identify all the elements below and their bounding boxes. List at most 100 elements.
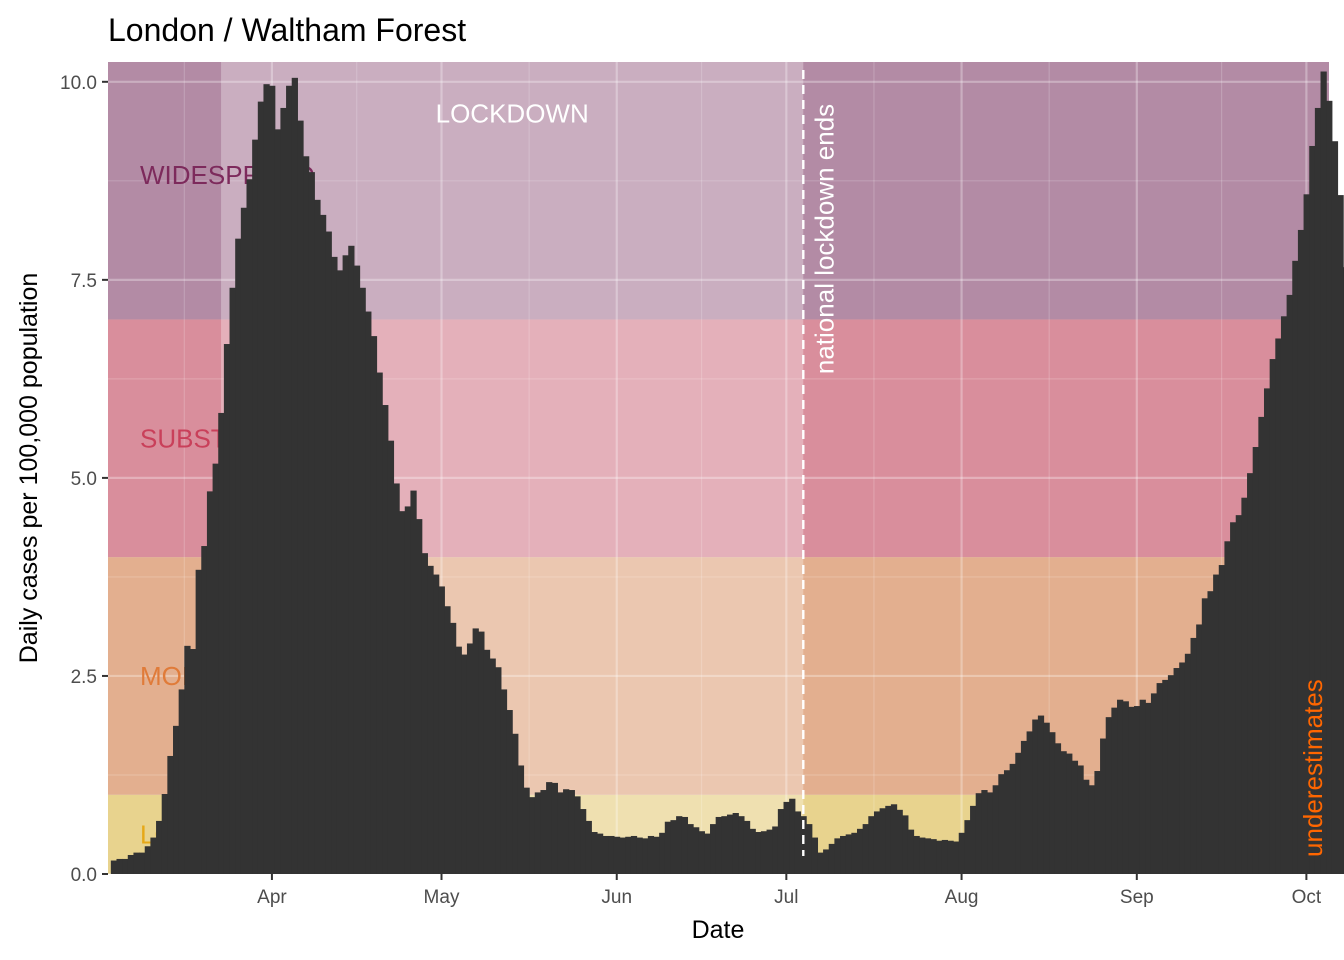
- bar: [195, 569, 202, 874]
- bar: [755, 832, 762, 874]
- bar: [529, 797, 536, 874]
- y-tick-label: 0.0: [71, 865, 97, 886]
- bar: [1156, 683, 1163, 874]
- bar: [449, 622, 457, 874]
- bar: [201, 546, 208, 874]
- bar: [896, 809, 903, 874]
- bar: [184, 645, 191, 874]
- bar: [551, 782, 558, 874]
- bar: [1326, 100, 1333, 874]
- bar: [410, 490, 417, 874]
- bar: [1303, 194, 1310, 875]
- bar: [981, 790, 988, 874]
- bar: [1207, 591, 1214, 874]
- bar: [868, 816, 875, 874]
- bar: [664, 821, 672, 874]
- bar: [144, 846, 151, 874]
- bar: [845, 834, 852, 874]
- bar: [156, 820, 163, 874]
- x-tick-label: Jun: [601, 887, 632, 908]
- bar: [885, 805, 892, 874]
- bar: [433, 574, 440, 874]
- bar: [1297, 229, 1305, 874]
- bar: [472, 628, 479, 874]
- bar: [613, 836, 621, 874]
- bar: [280, 107, 287, 874]
- bar: [698, 831, 705, 874]
- lockdown-label: LOCKDOWN: [436, 98, 589, 128]
- bar: [331, 256, 338, 874]
- bar: [1337, 195, 1344, 875]
- x-axis: Apr May Jun Jul Aug Sep Oct: [257, 874, 1322, 908]
- bar: [602, 835, 609, 874]
- bar: [150, 837, 157, 874]
- bar: [879, 808, 886, 874]
- bar: [297, 120, 304, 875]
- bar: [336, 270, 344, 875]
- bar: [670, 820, 677, 874]
- bar: [1213, 574, 1220, 874]
- x-tick-label: Oct: [1292, 887, 1322, 908]
- bar: [212, 463, 219, 874]
- bar: [1162, 679, 1169, 874]
- bar: [546, 782, 553, 874]
- bar: [947, 840, 954, 874]
- bar: [1003, 770, 1011, 874]
- bar: [760, 831, 768, 874]
- bar: [517, 765, 525, 874]
- bar: [1145, 702, 1152, 874]
- bar: [308, 172, 315, 874]
- bar: [319, 214, 327, 874]
- bar: [263, 84, 270, 875]
- bar: [1077, 765, 1084, 874]
- x-tick-label: Apr: [257, 887, 287, 908]
- bar: [743, 820, 751, 874]
- bar: [348, 245, 355, 875]
- bar: [1224, 541, 1231, 874]
- bar: [1241, 497, 1248, 874]
- bar: [252, 139, 259, 874]
- bar: [489, 658, 496, 874]
- bar: [585, 820, 592, 874]
- y-axis-title: Daily cases per 100,000 population: [15, 273, 43, 664]
- bar: [1275, 338, 1282, 875]
- bar: [1196, 624, 1203, 874]
- bar: [800, 816, 807, 874]
- bar: [269, 85, 276, 874]
- bar: [1292, 260, 1299, 875]
- bar: [1105, 717, 1112, 874]
- bar: [919, 837, 926, 874]
- x-tick-label: Jul: [774, 887, 798, 908]
- bar: [1167, 675, 1175, 874]
- bar: [647, 835, 655, 874]
- bar: [930, 839, 937, 874]
- bar: [987, 792, 994, 874]
- bar: [902, 815, 909, 874]
- bar: [1263, 388, 1271, 874]
- bar: [817, 852, 824, 874]
- bar: [1314, 107, 1322, 874]
- bar: [580, 809, 587, 874]
- bar: [1117, 699, 1124, 874]
- bar: [890, 804, 898, 874]
- bar: [687, 824, 694, 874]
- bar: [500, 689, 508, 874]
- bar: [710, 824, 717, 874]
- bar: [325, 231, 332, 874]
- bar: [478, 631, 485, 874]
- bar: [1286, 294, 1293, 874]
- bar: [568, 790, 575, 874]
- bar: [1258, 416, 1265, 874]
- bar: [1235, 515, 1242, 874]
- bar: [1184, 653, 1192, 874]
- bar: [314, 199, 321, 875]
- bar: [811, 837, 819, 874]
- lockdown-end-label: national lockdown ends: [809, 104, 839, 374]
- bar: [619, 837, 626, 874]
- bar: [1218, 565, 1226, 874]
- bar: [370, 336, 378, 875]
- bar: [1032, 719, 1039, 874]
- bar: [246, 179, 253, 875]
- bar: [907, 829, 915, 874]
- bar: [1088, 785, 1096, 874]
